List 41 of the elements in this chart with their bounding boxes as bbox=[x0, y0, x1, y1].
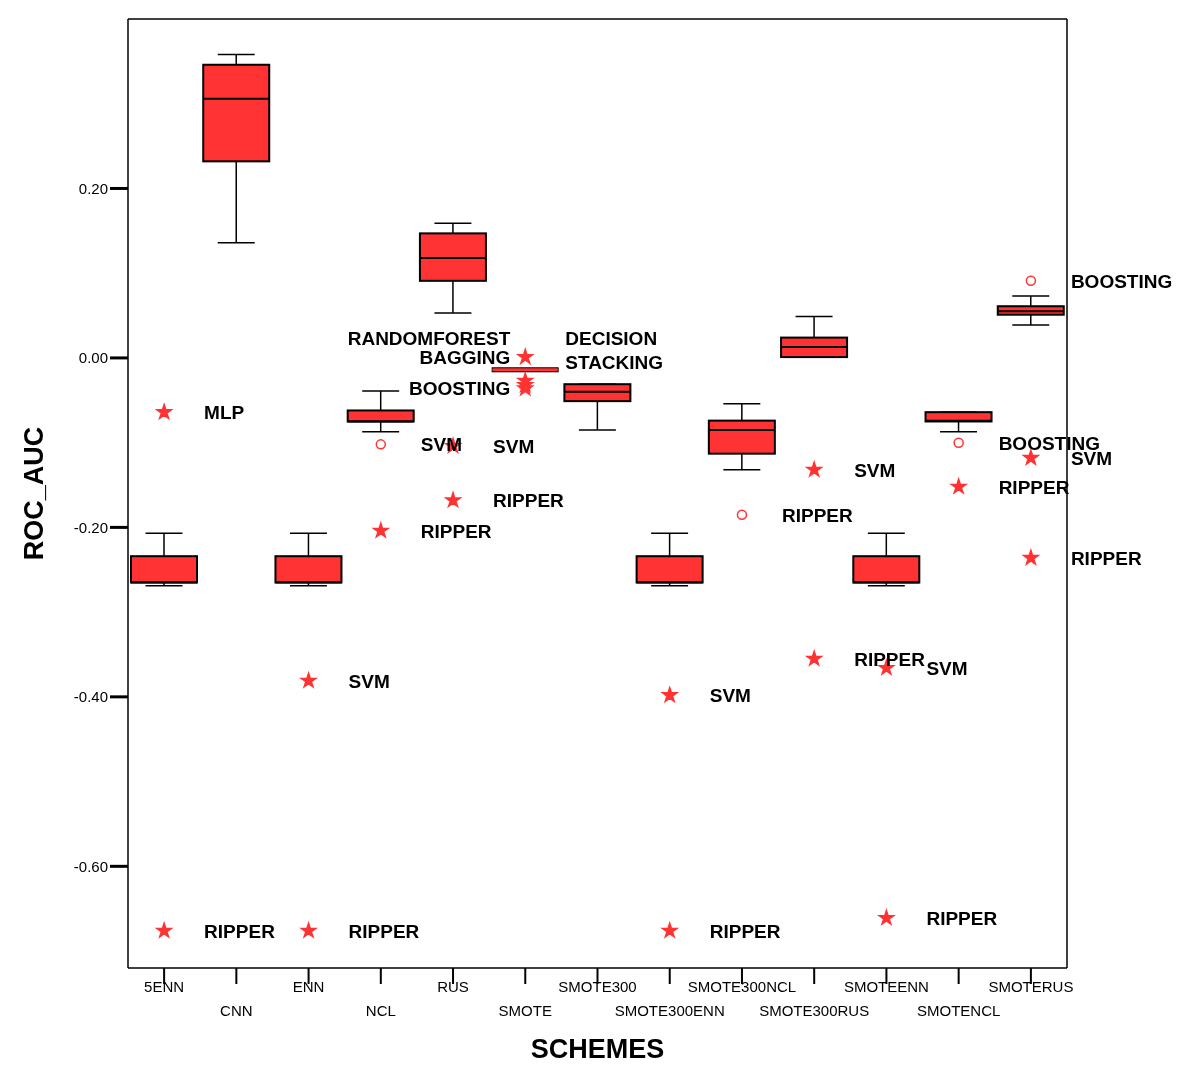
annotation: RIPPER bbox=[420, 520, 492, 542]
x-tick-label: ENN bbox=[292, 978, 325, 995]
annotation: BOOSTING bbox=[1070, 270, 1173, 292]
annotation: RIPPER bbox=[854, 648, 926, 670]
annotation: SVM bbox=[493, 436, 535, 458]
y-tick-label: 0.20 bbox=[78, 179, 108, 197]
annotation: RIPPER bbox=[493, 490, 565, 512]
y-tick-label: -0.60 bbox=[73, 857, 108, 875]
x-tick-label: SMOTERUS bbox=[988, 978, 1074, 995]
annotation: SVM bbox=[854, 459, 896, 481]
y-tick-label: -0.40 bbox=[73, 688, 108, 706]
y-tick-label: 0.00 bbox=[78, 349, 108, 367]
x-tick-label: SMOTE300 bbox=[558, 978, 637, 995]
x-axis-title: SCHEMES bbox=[530, 1034, 665, 1064]
annotation: MLP bbox=[204, 402, 245, 424]
annotation: RIPPER bbox=[1070, 547, 1142, 569]
x-tick-label: NCL bbox=[365, 1002, 396, 1019]
annotation: RIPPER bbox=[204, 920, 276, 942]
annotation: RANDOMFOREST bbox=[347, 328, 511, 350]
x-tick-label: SMOTE300NCL bbox=[687, 978, 797, 995]
x-tick-label: SMOTEENN bbox=[843, 978, 929, 995]
x-tick-label: SMOTE300RUS bbox=[759, 1002, 870, 1019]
y-tick-label: -0.20 bbox=[73, 518, 108, 536]
x-tick-label: SMOTE300ENN bbox=[614, 1002, 725, 1019]
annotation: BAGGING bbox=[419, 347, 511, 369]
x-tick-label: 5ENN bbox=[144, 978, 185, 995]
x-tick-label: CNN bbox=[220, 1002, 253, 1019]
annotation: SVM bbox=[348, 670, 390, 692]
x-tick-label: RUS bbox=[437, 978, 469, 995]
annotation: SVM bbox=[709, 685, 751, 707]
annotation: DECISION bbox=[565, 328, 658, 350]
y-axis-title: ROC_AUC bbox=[18, 426, 49, 561]
annotation: RIPPER bbox=[348, 920, 420, 942]
annotation: BOOSTING bbox=[408, 378, 511, 400]
annotation: STACKING bbox=[565, 351, 664, 373]
annotation: RIPPER bbox=[926, 908, 998, 930]
annotation: RIPPER bbox=[709, 920, 781, 942]
annotation: RIPPER bbox=[781, 504, 853, 526]
x-tick-label: SMOTENCL bbox=[916, 1002, 1001, 1019]
x-tick-label: SMOTE bbox=[498, 1002, 552, 1019]
annotation: SVM bbox=[926, 658, 968, 680]
